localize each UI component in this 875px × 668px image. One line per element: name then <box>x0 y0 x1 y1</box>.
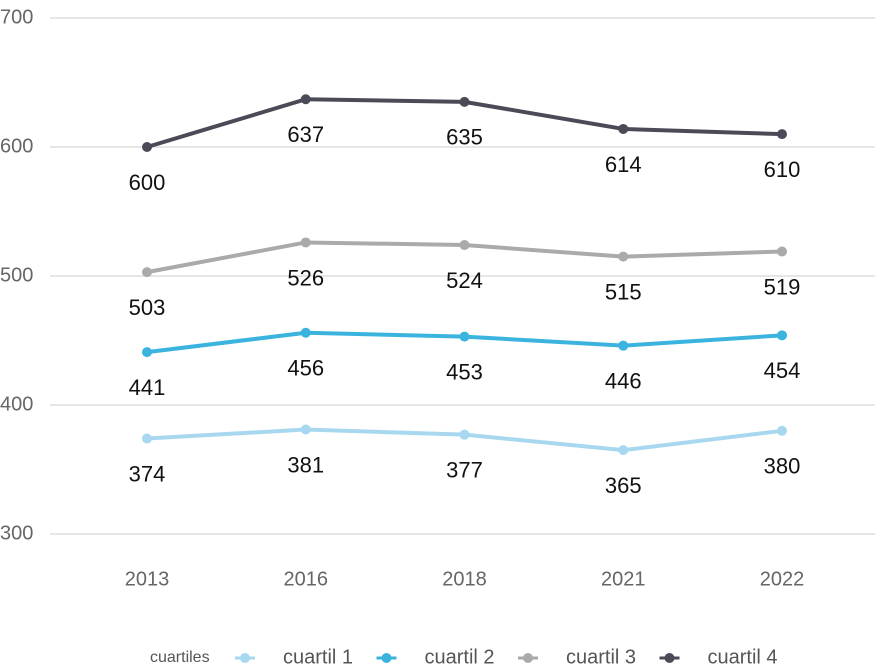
point <box>300 327 311 338</box>
point <box>618 123 629 134</box>
y-tick-label: 700 <box>0 6 33 28</box>
point <box>459 96 470 107</box>
value-label: 614 <box>605 152 642 177</box>
x-tick-label: 2021 <box>601 568 646 590</box>
value-label: 380 <box>764 454 801 479</box>
legend-marker <box>523 653 533 663</box>
value-label: 610 <box>764 157 801 182</box>
y-tick-label: 300 <box>0 522 33 544</box>
point <box>142 142 152 152</box>
y-tick-label: 400 <box>0 393 33 415</box>
point <box>777 246 787 257</box>
value-label: 637 <box>287 122 324 147</box>
value-label: 377 <box>446 457 483 482</box>
value-label: 503 <box>129 295 166 320</box>
legend-label: cuartil 2 <box>425 646 495 668</box>
point <box>459 240 470 251</box>
point <box>777 330 787 341</box>
x-tick-label: 2022 <box>760 568 805 590</box>
legend-marker <box>664 653 675 663</box>
y-tick-label: 500 <box>0 264 33 286</box>
legend-marker <box>381 653 392 663</box>
value-label: 374 <box>129 461 166 486</box>
point <box>777 425 787 436</box>
x-tick-label: 2013 <box>125 568 170 590</box>
point <box>618 445 629 456</box>
legend-label: cuartil 4 <box>708 646 778 668</box>
value-label: 519 <box>764 274 801 299</box>
x-tick-label: 2018 <box>442 568 487 590</box>
point <box>459 331 470 342</box>
point <box>142 433 152 444</box>
value-label: 456 <box>287 356 324 381</box>
value-label: 365 <box>605 473 642 498</box>
point <box>777 129 787 140</box>
value-label: 600 <box>129 170 166 195</box>
point <box>300 237 311 248</box>
value-label: 441 <box>129 375 166 400</box>
point <box>142 347 152 358</box>
legend-title: cuartiles <box>150 649 210 666</box>
point <box>300 94 311 105</box>
legend-marker <box>240 653 250 663</box>
legend-label: cuartil 3 <box>566 646 636 668</box>
point <box>300 424 311 435</box>
value-label: 446 <box>605 368 642 393</box>
point <box>459 429 470 440</box>
point <box>618 251 629 262</box>
value-label: 453 <box>446 359 483 384</box>
x-tick-label: 2016 <box>284 568 329 590</box>
point <box>618 340 629 351</box>
value-label: 526 <box>287 265 324 290</box>
value-label: 381 <box>287 452 324 477</box>
y-tick-label: 600 <box>0 135 33 157</box>
value-label: 454 <box>764 358 801 383</box>
legend-label: cuartil 1 <box>283 646 353 668</box>
value-label: 515 <box>605 279 642 304</box>
point <box>142 267 152 278</box>
value-label: 524 <box>446 268 483 293</box>
value-label: 635 <box>446 125 483 150</box>
